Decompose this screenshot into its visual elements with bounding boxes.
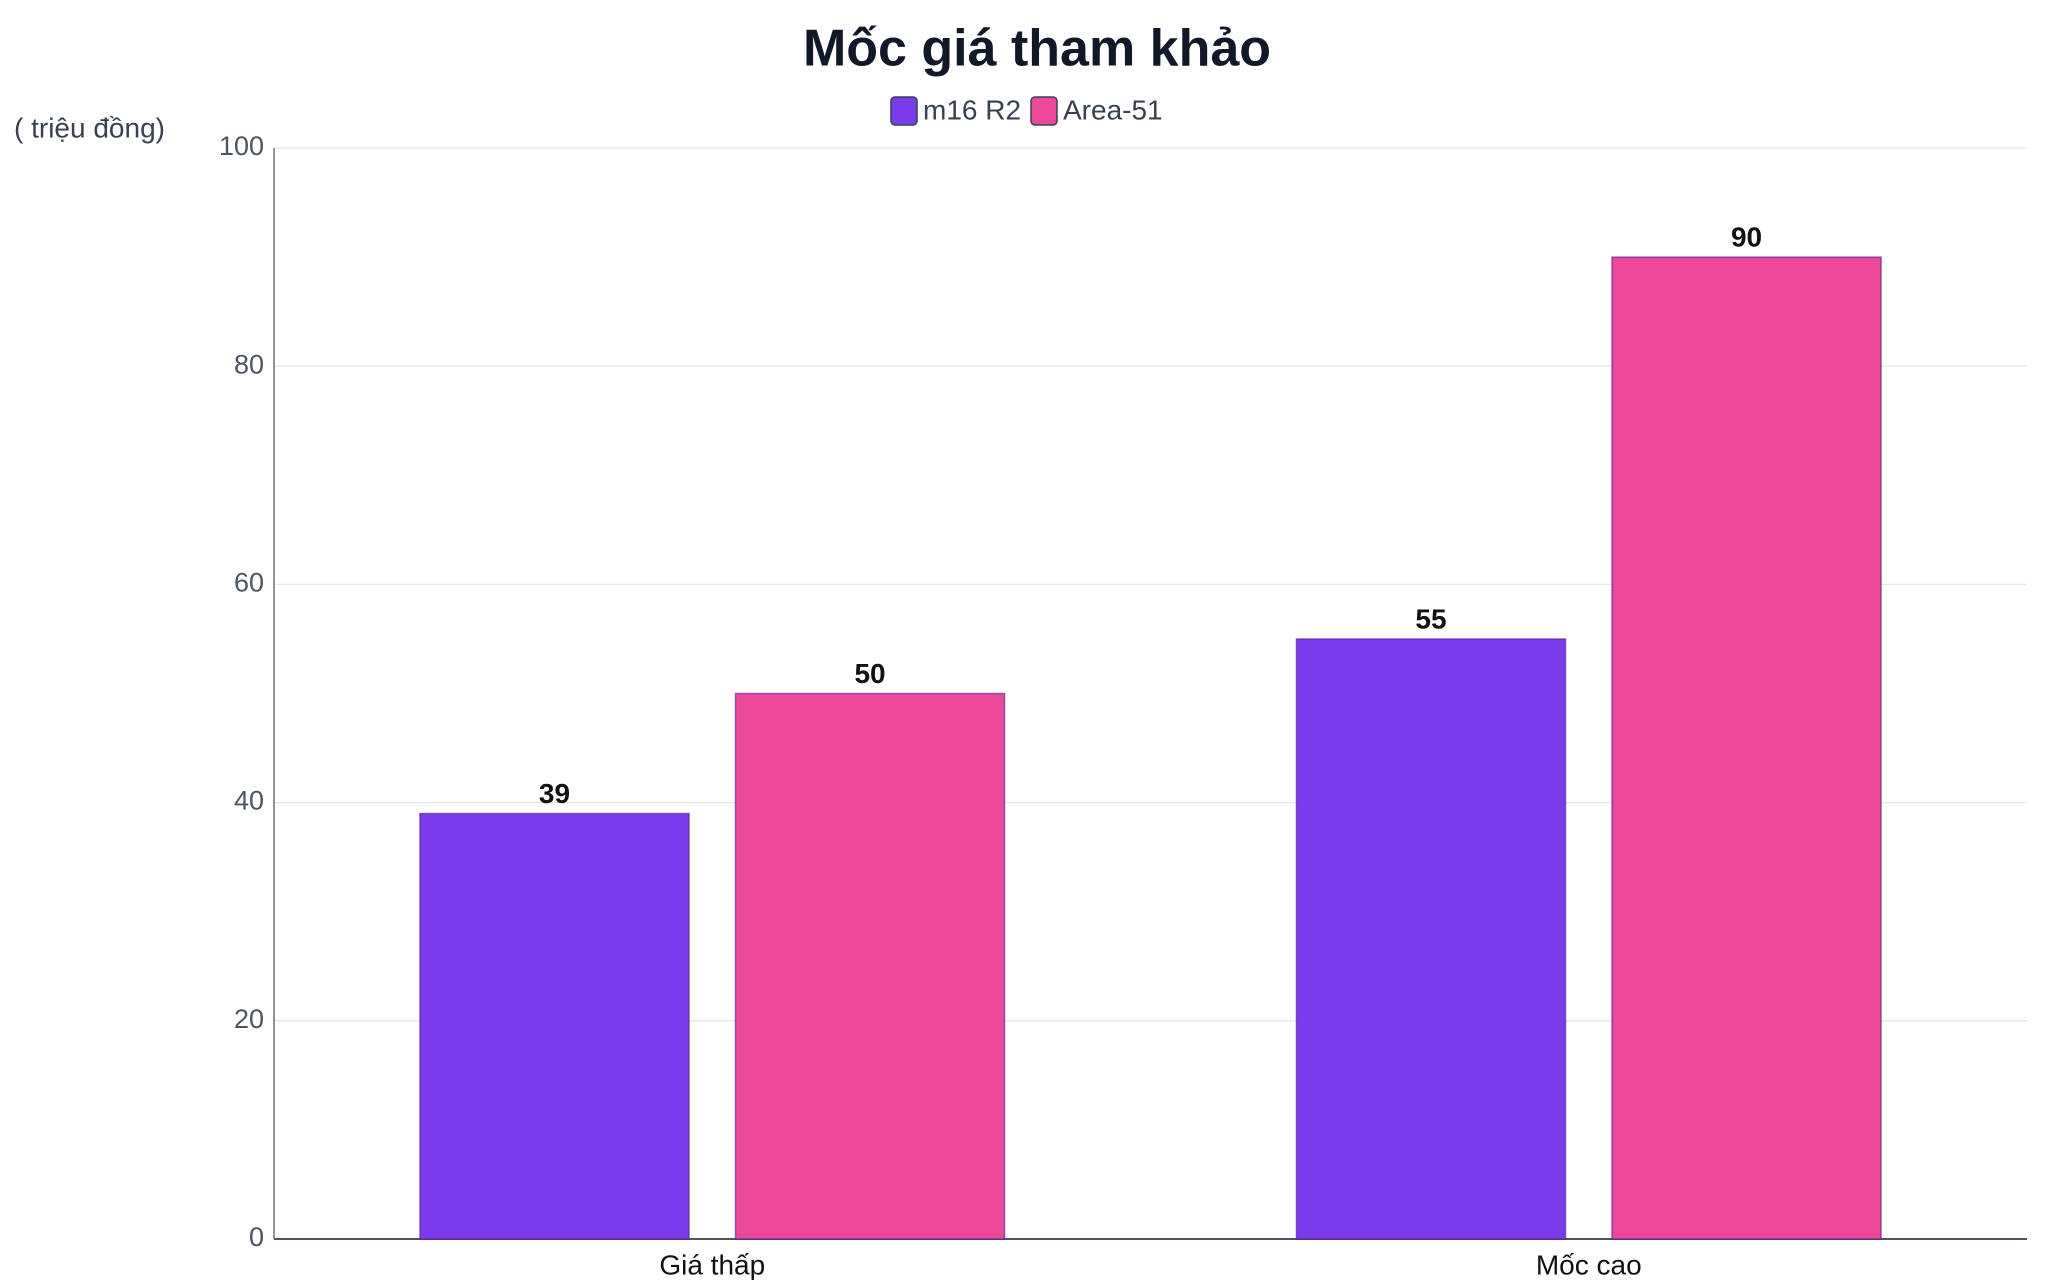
bar — [734, 692, 1006, 1240]
bar — [419, 812, 690, 1240]
y-tick-label: 60 — [234, 568, 264, 598]
legend-label: m16 R2 — [923, 94, 1021, 125]
legend-swatch — [890, 96, 918, 126]
y-tick-label: 20 — [234, 1004, 264, 1034]
y-tick-label: 80 — [234, 349, 264, 379]
bar — [1611, 256, 1882, 1240]
y-axis-label: ( triệu đồng) — [14, 112, 165, 143]
x-tick-label: Mốc cao — [1536, 1249, 1642, 1280]
bar — [1295, 638, 1567, 1240]
legend-label: Area-51 — [1063, 94, 1163, 125]
value-label: 39 — [539, 778, 570, 809]
chart-title: Mốc giá tham khảo — [803, 20, 1271, 78]
y-tick-label: 100 — [219, 131, 264, 161]
value-label: 90 — [1731, 221, 1762, 252]
y-tick-label: 0 — [249, 1222, 264, 1252]
x-tick-label: Giá thấp — [659, 1249, 765, 1280]
value-label: 50 — [854, 658, 885, 689]
legend-swatch — [1030, 96, 1058, 126]
value-label: 55 — [1415, 603, 1446, 634]
y-tick-label: 40 — [234, 786, 264, 816]
